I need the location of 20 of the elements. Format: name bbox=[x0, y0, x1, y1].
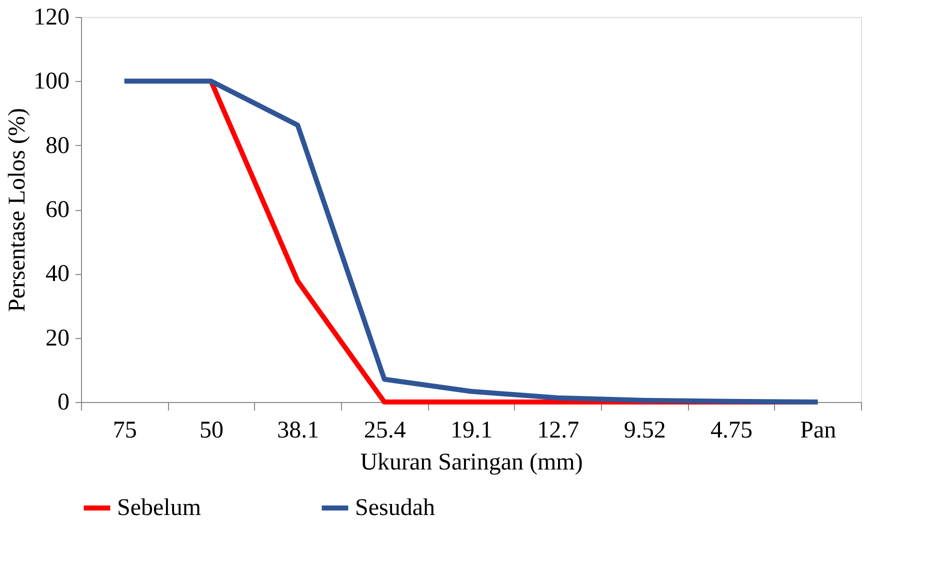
legend-label: Sebelum bbox=[117, 495, 202, 521]
y-tick-label: 0 bbox=[58, 390, 70, 416]
y-tick-label: 20 bbox=[46, 325, 70, 352]
y-tick-label: 40 bbox=[46, 261, 70, 288]
y-tick-label: 60 bbox=[46, 197, 70, 223]
x-tick-label: 75 bbox=[112, 418, 137, 444]
y-tick-label: 100 bbox=[34, 68, 70, 95]
x-tick-label: 9.52 bbox=[624, 418, 666, 444]
y-tick-label: 80 bbox=[46, 132, 70, 159]
y-axis-title: Persentase Lolos (%) bbox=[4, 108, 30, 312]
x-tick-label: 4.75 bbox=[710, 418, 752, 444]
legend-label: Sesudah bbox=[355, 495, 435, 521]
x-tick-label: Pan bbox=[800, 418, 836, 444]
x-tick-label: 25.4 bbox=[364, 418, 406, 444]
x-axis-title: Ukuran Saringan (mm) bbox=[360, 450, 583, 476]
y-tick-label: 120 bbox=[34, 4, 70, 30]
x-tick-label: 38.1 bbox=[277, 418, 320, 444]
x-tick-label: 19.1 bbox=[450, 418, 492, 444]
x-tick-label: 50 bbox=[200, 418, 224, 444]
x-tick-label: 12.7 bbox=[537, 418, 580, 444]
